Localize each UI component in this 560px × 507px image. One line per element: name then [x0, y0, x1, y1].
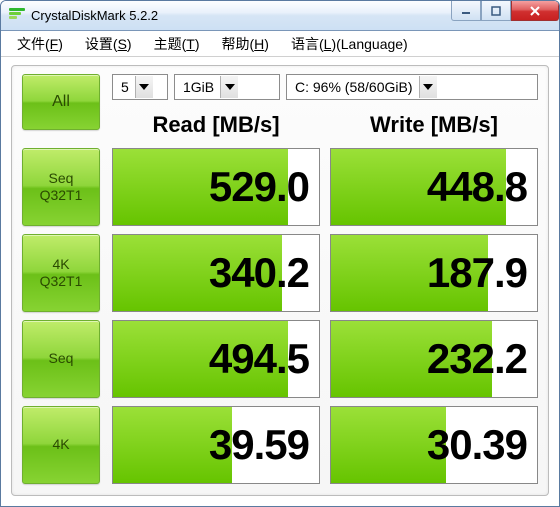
benchmark-row: 4K 39.5930.39 — [22, 406, 538, 484]
drive-select[interactable]: C: 96% (58/60GiB) — [286, 74, 538, 100]
test-label-line1: 4K — [52, 256, 69, 274]
select-group: 5 1GiB C: 96% (58/60GiB) — [112, 74, 538, 100]
test-button[interactable]: 4KQ32T1 — [22, 234, 100, 312]
close-icon — [529, 6, 541, 16]
app-window: CrystalDiskMark 5.2.2 文件(F) 设置(S) 主题(T) … — [0, 0, 560, 507]
menu-language[interactable]: 语言(L)(Language) — [281, 31, 418, 57]
titlebar: CrystalDiskMark 5.2.2 — [1, 1, 559, 31]
write-cell: 448.8 — [330, 148, 538, 226]
chevron-down-icon — [135, 76, 153, 98]
write-cell: 30.39 — [330, 406, 538, 484]
benchmark-row: 4KQ32T1340.2187.9 — [22, 234, 538, 312]
test-size-select[interactable]: 1GiB — [174, 74, 280, 100]
benchmark-rows: SeqQ32T1529.0448.84KQ32T1340.2187.9Seq49… — [22, 148, 538, 484]
test-label-line1: Seq — [49, 170, 74, 188]
menu-settings[interactable]: 设置(S) — [75, 31, 142, 57]
read-header: Read [MB/s] — [112, 110, 320, 142]
app-icon — [9, 8, 25, 24]
drive-value: C: 96% (58/60GiB) — [295, 79, 413, 95]
test-button[interactable]: SeqQ32T1 — [22, 148, 100, 226]
test-label-line1: 4K — [52, 436, 69, 454]
test-size-value: 1GiB — [183, 79, 214, 95]
menubar: 文件(F) 设置(S) 主题(T) 帮助(H) 语言(L)(Language) — [1, 31, 559, 57]
menu-help[interactable]: 帮助(H) — [212, 31, 279, 57]
client-area: All 5 1GiB C: 96% (58/60GiB) — [1, 57, 559, 506]
result-value: 232.2 — [331, 321, 537, 397]
read-cell: 39.59 — [112, 406, 320, 484]
benchmark-row: Seq 494.5232.2 — [22, 320, 538, 398]
test-label-line1: Seq — [49, 350, 74, 368]
benchmark-panel: All 5 1GiB C: 96% (58/60GiB) — [11, 65, 549, 496]
result-value: 39.59 — [113, 407, 319, 483]
minimize-icon — [461, 6, 471, 16]
maximize-icon — [491, 6, 501, 16]
minimize-button[interactable] — [451, 1, 481, 21]
read-cell: 529.0 — [112, 148, 320, 226]
write-cell: 232.2 — [330, 320, 538, 398]
chevron-down-icon — [419, 76, 437, 98]
write-cell: 187.9 — [330, 234, 538, 312]
menu-theme[interactable]: 主题(T) — [144, 31, 210, 57]
run-count-select[interactable]: 5 — [112, 74, 168, 100]
window-controls — [451, 1, 559, 21]
chevron-down-icon — [220, 76, 238, 98]
benchmark-row: SeqQ32T1529.0448.8 — [22, 148, 538, 226]
test-label-line2: Q32T1 — [40, 187, 83, 205]
close-button[interactable] — [511, 1, 559, 21]
read-cell: 494.5 — [112, 320, 320, 398]
result-value: 494.5 — [113, 321, 319, 397]
run-count-value: 5 — [121, 79, 129, 95]
result-value: 340.2 — [113, 235, 319, 311]
result-value: 187.9 — [331, 235, 537, 311]
result-value: 448.8 — [331, 149, 537, 225]
test-button[interactable]: 4K — [22, 406, 100, 484]
menu-file[interactable]: 文件(F) — [7, 31, 73, 57]
test-label-line2: Q32T1 — [40, 273, 83, 291]
all-button[interactable]: All — [22, 74, 100, 130]
maximize-button[interactable] — [481, 1, 511, 21]
result-value: 30.39 — [331, 407, 537, 483]
test-button[interactable]: Seq — [22, 320, 100, 398]
result-value: 529.0 — [113, 149, 319, 225]
write-header: Write [MB/s] — [330, 110, 538, 142]
read-cell: 340.2 — [112, 234, 320, 312]
